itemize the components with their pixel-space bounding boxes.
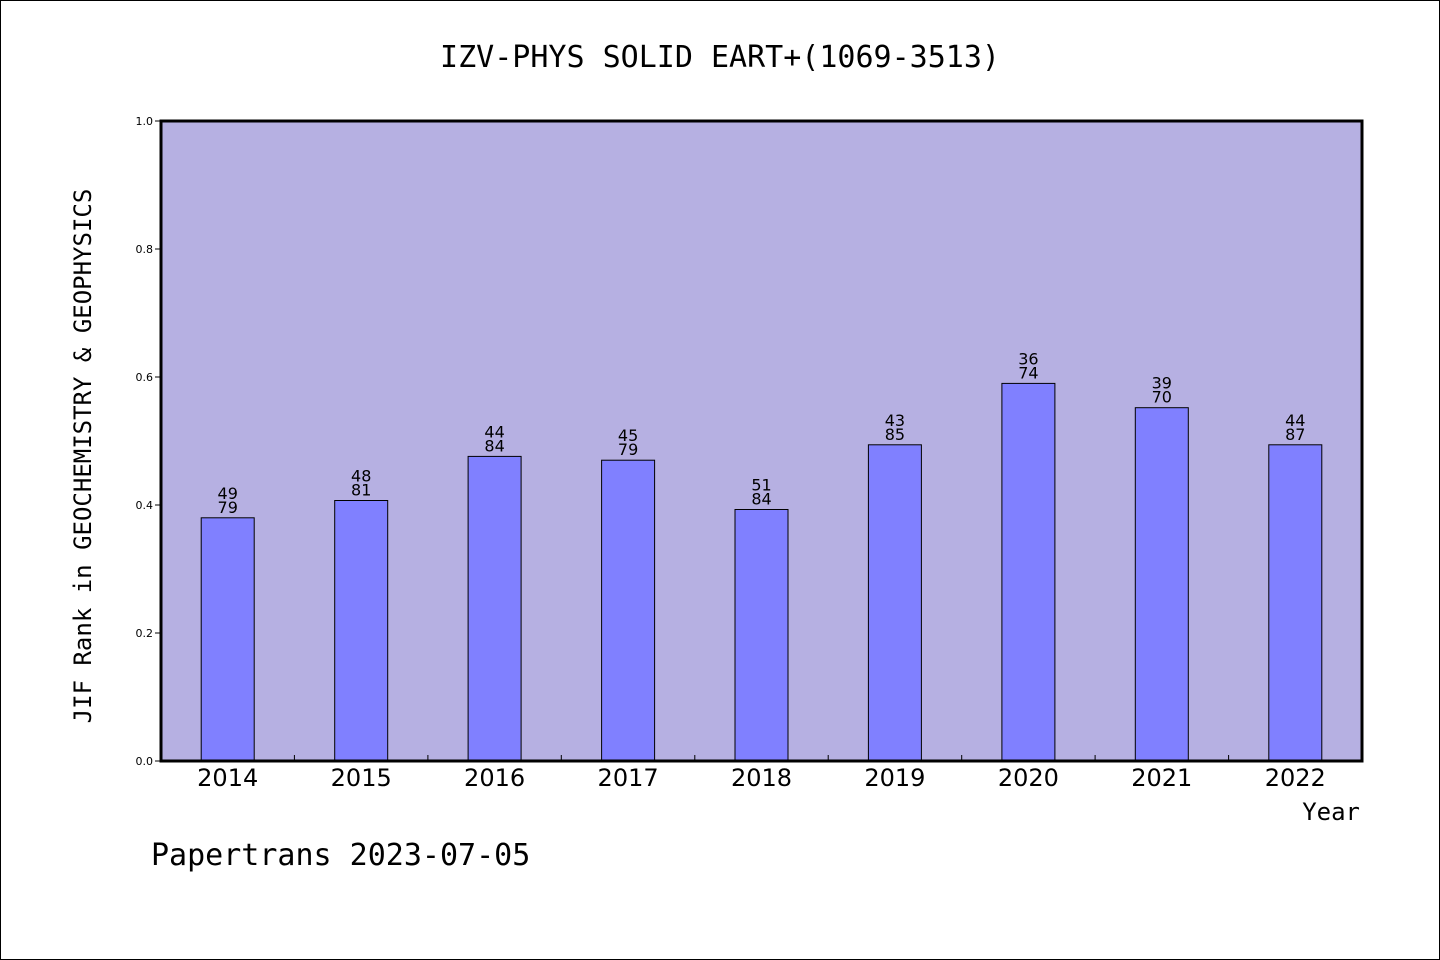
bar-total-label: 81 — [351, 481, 371, 500]
bar-rank-label: 51 — [751, 476, 771, 495]
bar-2022 — [1268, 444, 1323, 762]
x-tick-label: 2014 — [197, 764, 258, 792]
x-tick-label: 2016 — [464, 764, 525, 792]
chart-title: IZV-PHYS SOLID EART+(1069-3513) — [440, 40, 1000, 75]
y-tick-label: 1.0 — [136, 115, 154, 128]
bar-2018 — [734, 509, 789, 762]
bar-rank-label: 44 — [1285, 411, 1305, 430]
bar-total-label: 84 — [751, 490, 771, 509]
bar-total-label: 87 — [1285, 425, 1305, 444]
y-tick-label: 0.2 — [136, 627, 154, 640]
bar-rank-label: 36 — [1018, 349, 1038, 368]
x-tick-label: 2015 — [331, 764, 392, 792]
plot-border — [159, 119, 1364, 763]
bar-2020 — [1001, 382, 1056, 762]
x-axis-label: Year — [1302, 798, 1360, 826]
y-axis-ticks: 0.0 0.2 0.4 0.6 0.8 1.0 — [136, 115, 161, 768]
x-axis-ticks: 2014 2015 2016 2017 2018 2019 2020 2021 2022 — [197, 755, 1326, 792]
bar-rank-label: 39 — [1152, 374, 1172, 393]
x-tick-label: 2020 — [998, 764, 1059, 792]
x-tick-label: 2019 — [864, 764, 925, 792]
bar-2015 — [334, 500, 389, 762]
bar-2016 — [467, 455, 522, 762]
bar-total-label: 79 — [218, 498, 238, 517]
bar-total-label: 85 — [885, 425, 905, 444]
y-tick-label: 0.0 — [136, 755, 154, 768]
bar-2014 — [200, 517, 255, 762]
y-tick-label: 0.4 — [136, 499, 154, 512]
x-tick-label: 2017 — [598, 764, 659, 792]
bar-rank-label: 49 — [218, 484, 238, 503]
bars-group — [200, 382, 1323, 762]
y-tick-label: 0.8 — [136, 243, 154, 256]
bar-total-label: 70 — [1152, 388, 1172, 407]
bar-rank-label: 45 — [618, 426, 638, 445]
y-tick-label: 0.6 — [136, 371, 154, 384]
x-tick-label: 2021 — [1131, 764, 1192, 792]
bar-rank-label: 44 — [484, 422, 504, 441]
bar-total-label: 79 — [618, 440, 638, 459]
bar-rank-label: 48 — [351, 467, 371, 486]
bar-2021 — [1134, 407, 1189, 762]
bar-2017 — [601, 459, 656, 762]
bar-total-label: 84 — [484, 436, 504, 455]
y-axis-label: JIF Rank in GEOCHEMISTRY & GEOPHYSICS — [69, 189, 97, 724]
footer-credit: Papertrans 2023-07-05 — [151, 838, 530, 873]
bar-2019 — [867, 444, 922, 762]
bar-rank-label: 43 — [885, 411, 905, 430]
x-tick-label: 2022 — [1265, 764, 1326, 792]
bar-total-label: 74 — [1018, 363, 1038, 382]
x-tick-label: 2018 — [731, 764, 792, 792]
